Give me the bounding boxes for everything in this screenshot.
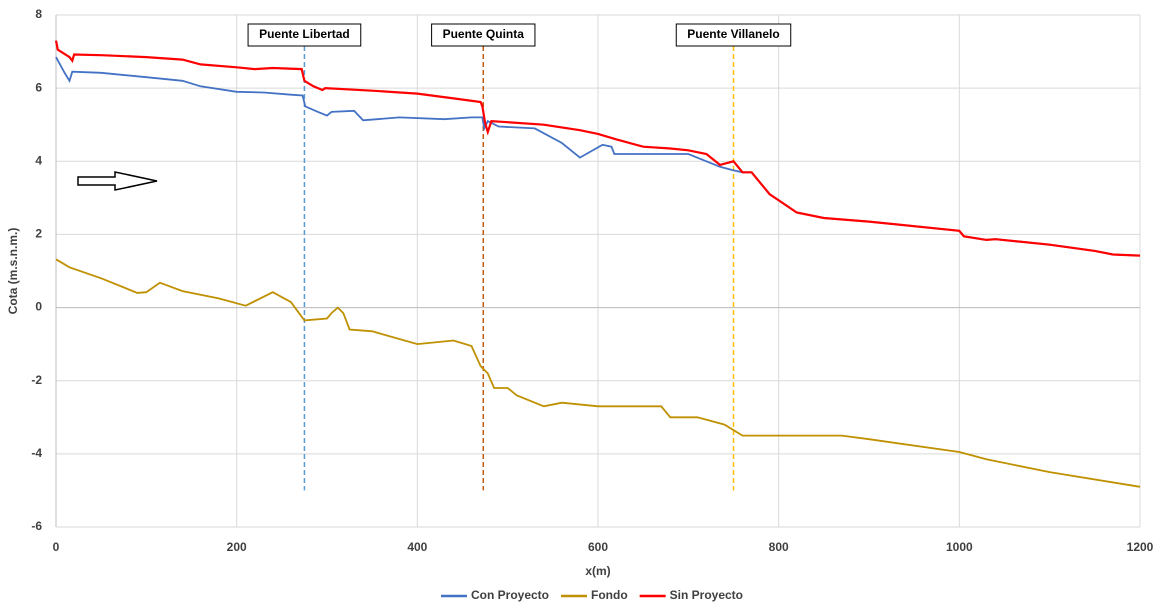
- y-axis-label: Cota (m.s.n.m.): [6, 228, 20, 315]
- x-tick-label: 600: [588, 540, 608, 554]
- flow-arrow: [77, 171, 158, 191]
- y-tick-label: 4: [35, 153, 42, 167]
- x-tick-label: 400: [407, 540, 427, 554]
- x-tick-label: 1000: [946, 540, 973, 554]
- bridge-annotation: Puente Quinta: [431, 23, 536, 491]
- legend-label: Fondo: [591, 588, 628, 602]
- y-tick-label: 2: [35, 227, 42, 241]
- y-tick-label: -2: [31, 373, 42, 387]
- bridge-annotation: Puente Libertad: [247, 23, 362, 491]
- bridge-annotation: Puente Villanelo: [675, 23, 792, 491]
- y-tick-label: 0: [35, 300, 42, 314]
- legend-label: Sin Proyecto: [670, 588, 743, 602]
- series-line: [54, 40, 1141, 257]
- x-tick-label: 200: [227, 540, 247, 554]
- y-tick-label: -6: [31, 519, 42, 533]
- x-tick-label: 1200: [1127, 540, 1154, 554]
- y-tick-label: 8: [35, 7, 42, 21]
- y-tick-label: 6: [35, 80, 42, 94]
- legend: Con Proyecto Fondo Sin Proyecto: [440, 588, 743, 602]
- bridge-label-box: [431, 23, 536, 47]
- legend-label: Con Proyecto: [471, 588, 549, 602]
- x-axis-label: x(m): [585, 564, 610, 578]
- y-tick-label: -4: [31, 446, 42, 460]
- series-line: [55, 258, 1141, 488]
- x-tick-label: 800: [769, 540, 789, 554]
- bridge-label: Puente Quinta: [443, 27, 525, 41]
- bridge-label-box: [247, 23, 362, 47]
- bridge-label-box: [675, 23, 792, 47]
- x-tick-label: 0: [53, 540, 60, 554]
- bridge-label: Puente Libertad: [259, 27, 350, 41]
- bridge-label: Puente Villanelo: [687, 27, 779, 41]
